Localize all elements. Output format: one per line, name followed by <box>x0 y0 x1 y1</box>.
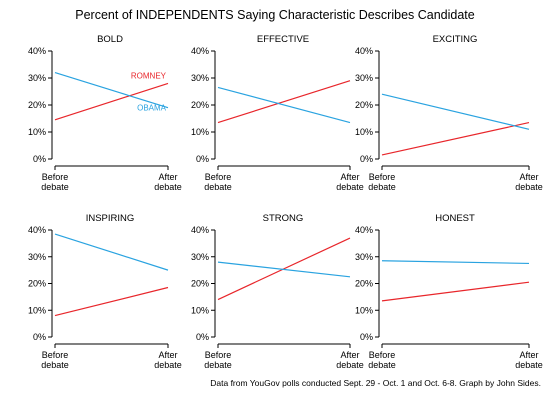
x-tick-label: Before debate <box>41 172 69 192</box>
y-tick-label: 20% <box>355 100 373 110</box>
series-label-romney: ROMNEY <box>131 71 167 80</box>
y-tick-label: 30% <box>191 73 209 83</box>
y-tick-label: 10% <box>355 127 373 137</box>
y-tick-label: 0% <box>196 154 209 164</box>
panel-title: HONEST <box>435 213 475 224</box>
chart-title: Percent of INDEPENDENTS Saying Character… <box>75 8 475 22</box>
y-tick-label: 10% <box>355 305 373 315</box>
series-label-obama: OBAMA <box>137 104 167 113</box>
panel-title: EFFECTIVE <box>257 34 309 45</box>
panel-title: STRONG <box>263 213 304 224</box>
x-tick-label: Before debate <box>368 350 396 370</box>
panel-inspiring: INSPIRING 0% 10% 20% 30% 40% Before debate After… <box>28 213 182 370</box>
x-tick-label: After debate <box>154 172 182 192</box>
series-line-obama <box>381 260 530 265</box>
y-tick-label: 30% <box>28 252 46 262</box>
series-line-obama <box>54 233 169 271</box>
y-tick-label: 0% <box>33 154 46 164</box>
series-line-romney <box>381 121 530 156</box>
y-tick-label: 30% <box>355 252 373 262</box>
chart-footer: Data from YouGov polls conducted Sept. 2… <box>210 378 541 388</box>
panel-honest: HONEST 0% 10% 20% 30% 40% Before debate After deb… <box>355 213 543 370</box>
y-tick-label: 10% <box>28 127 46 137</box>
x-tick-label: Before debate <box>41 350 69 370</box>
panel-bold: BOLD 0% 10% 20% 30% 40% Before debate After debat… <box>28 34 182 192</box>
y-tick-label: 0% <box>33 332 46 342</box>
x-tick-label: Before debate <box>204 172 232 192</box>
panel-exciting: EXCITING 0% 10% 20% 30% 40% Before debate After d… <box>355 34 543 192</box>
y-tick-label: 0% <box>360 332 373 342</box>
series-line-romney <box>217 237 351 301</box>
x-tick-label: After debate <box>336 172 364 192</box>
series-line-romney <box>54 82 169 121</box>
series-line-obama <box>217 86 351 124</box>
y-tick-label: 40% <box>355 225 373 235</box>
y-tick-label: 10% <box>191 127 209 137</box>
panel-strong: STRONG 0% 10% 20% 30% 40% Before debate After deb… <box>191 213 364 370</box>
panel-title: BOLD <box>97 34 123 45</box>
y-tick-label: 30% <box>191 252 209 262</box>
y-tick-label: 0% <box>360 154 373 164</box>
y-tick-label: 10% <box>191 305 209 315</box>
panel-effective: EFFECTIVE 0% 10% 20% 30% 40% Before debate After… <box>191 34 364 192</box>
series-line-romney <box>54 286 169 317</box>
y-tick-label: 20% <box>355 279 373 289</box>
series-line-romney <box>217 80 351 124</box>
panel-title: EXCITING <box>433 34 478 45</box>
y-tick-label: 10% <box>28 305 46 315</box>
y-tick-label: 40% <box>355 46 373 56</box>
x-tick-label: Before debate <box>204 350 232 370</box>
series-line-obama <box>381 93 530 130</box>
y-tick-label: 0% <box>196 332 209 342</box>
y-tick-label: 20% <box>28 279 46 289</box>
x-tick-label: After debate <box>154 350 182 370</box>
y-tick-label: 40% <box>28 225 46 235</box>
y-tick-label: 20% <box>191 100 209 110</box>
y-tick-label: 40% <box>191 225 209 235</box>
y-tick-label: 40% <box>28 46 46 56</box>
series-line-romney <box>381 281 530 302</box>
series-line-obama <box>217 261 351 278</box>
panel-title: INSPIRING <box>86 213 135 224</box>
x-tick-label: Before debate <box>368 172 396 192</box>
series-line-obama <box>54 72 169 109</box>
y-tick-label: 20% <box>28 100 46 110</box>
y-tick-label: 30% <box>28 73 46 83</box>
x-tick-label: After debate <box>515 350 543 370</box>
x-tick-label: After debate <box>515 172 543 192</box>
y-tick-label: 40% <box>191 46 209 56</box>
x-tick-label: After debate <box>336 350 364 370</box>
y-tick-label: 20% <box>191 279 209 289</box>
y-tick-label: 30% <box>355 73 373 83</box>
